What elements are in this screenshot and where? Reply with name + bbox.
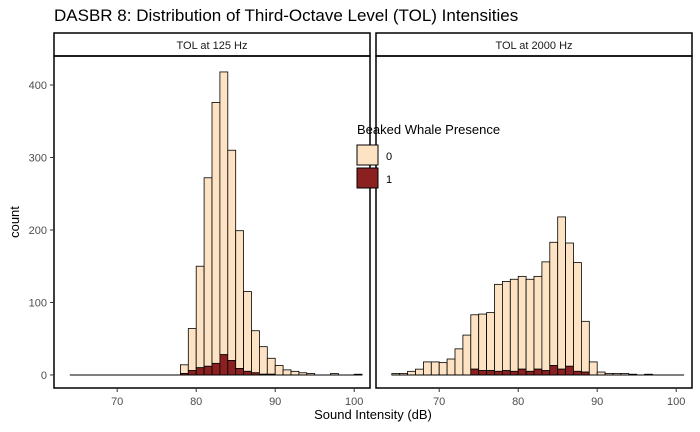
bar-absent (235, 230, 244, 369)
bar-present (501, 370, 511, 376)
bars-2000hz (391, 216, 685, 376)
bar-present (557, 368, 567, 376)
bars-125hz (69, 71, 363, 376)
bar-absent (258, 346, 268, 375)
bar-absent (243, 291, 252, 372)
bar-absent (478, 313, 488, 372)
bar-absent (438, 362, 448, 376)
bar-absent (282, 369, 292, 376)
panel-frame-2000hz (375, 55, 693, 389)
bar-absent (454, 348, 464, 376)
bar-absent (290, 370, 300, 376)
bar-absent (533, 275, 543, 370)
y-tick-label: 200 (29, 225, 47, 237)
bar-present (478, 370, 488, 376)
bar-present (195, 367, 205, 376)
bar-absent (251, 330, 260, 374)
bar-present (525, 370, 535, 376)
bar-present (187, 370, 197, 376)
bar-absent (179, 364, 189, 374)
bar-absent (415, 368, 424, 376)
x-axis-label: Sound Intensity (dB) (314, 407, 432, 422)
x-tick-label: 80 (512, 396, 524, 408)
bar-absent (195, 265, 205, 369)
bar-present (203, 365, 213, 376)
bar-absent (203, 177, 213, 367)
y-tick-label: 100 (29, 297, 47, 309)
panel-frame-125hz (53, 55, 371, 389)
bar-present (227, 360, 237, 376)
y-tick-label: 400 (29, 80, 47, 92)
bar-absent (509, 278, 519, 372)
strip-label-2000hz: TOL at 2000 Hz (495, 40, 572, 52)
bar-absent (407, 370, 416, 376)
x-tick-label: 90 (269, 396, 281, 408)
y-tick-label: 300 (29, 152, 47, 164)
x-tick-label: 100 (667, 396, 685, 408)
bar-present (573, 370, 582, 376)
bar-present (549, 365, 559, 376)
y-tick-label: 0 (41, 370, 47, 382)
x-tick-label: 100 (345, 396, 363, 408)
bar-absent (211, 101, 221, 364)
bar-absent (446, 358, 456, 376)
bar-absent (517, 275, 527, 370)
y-axis-label: count (7, 206, 22, 238)
bar-present (243, 370, 252, 376)
bar-absent (470, 314, 480, 370)
bar-absent (219, 71, 229, 356)
x-tick-label: 80 (190, 396, 202, 408)
axes: 70 80 90 100 70 80 90 100 0 100 200 300 400 (29, 80, 686, 408)
bar-absent (588, 361, 598, 376)
bar-absent (227, 149, 237, 361)
legend-key-present (356, 167, 379, 189)
x-tick-label: 70 (433, 396, 445, 408)
bar-absent (187, 328, 197, 372)
bar-absent (494, 283, 503, 372)
bar-absent (565, 242, 574, 367)
bar-present (235, 368, 244, 376)
bar-absent (541, 261, 551, 372)
bar-absent (549, 241, 559, 366)
bar-present (533, 368, 543, 376)
x-tick-label: 90 (591, 396, 603, 408)
bar-absent (557, 216, 567, 370)
legend-title: Beaked Whale Presence (357, 122, 500, 137)
bar-present (517, 368, 527, 376)
bar-present (470, 368, 480, 376)
bar-present (211, 362, 221, 376)
bar-absent (486, 312, 495, 372)
bar-absent (266, 357, 276, 375)
chart-title: DASBR 8: Distribution of Third-Octave Le… (54, 6, 519, 25)
legend-key-absent (356, 144, 379, 166)
bar-present (494, 370, 503, 376)
bar-present (486, 370, 495, 376)
bar-absent (430, 361, 440, 376)
bar-absent (573, 262, 582, 372)
legend-label-absent: 0 (386, 151, 392, 163)
bar-absent (525, 278, 535, 372)
bar-absent (462, 334, 472, 376)
x-tick-label: 70 (111, 396, 123, 408)
bar-absent (422, 361, 432, 376)
bar-present (565, 365, 574, 376)
bar-present (219, 354, 229, 376)
strip-label-125hz: TOL at 125 Hz (177, 40, 248, 52)
bar-present (509, 370, 519, 376)
legend-label-present: 1 (386, 174, 392, 186)
bar-absent (581, 320, 590, 373)
legend: Beaked Whale Presence 0 1 (356, 122, 500, 189)
bar-absent (274, 365, 284, 376)
bar-absent (501, 281, 511, 372)
bar-present (541, 370, 551, 376)
